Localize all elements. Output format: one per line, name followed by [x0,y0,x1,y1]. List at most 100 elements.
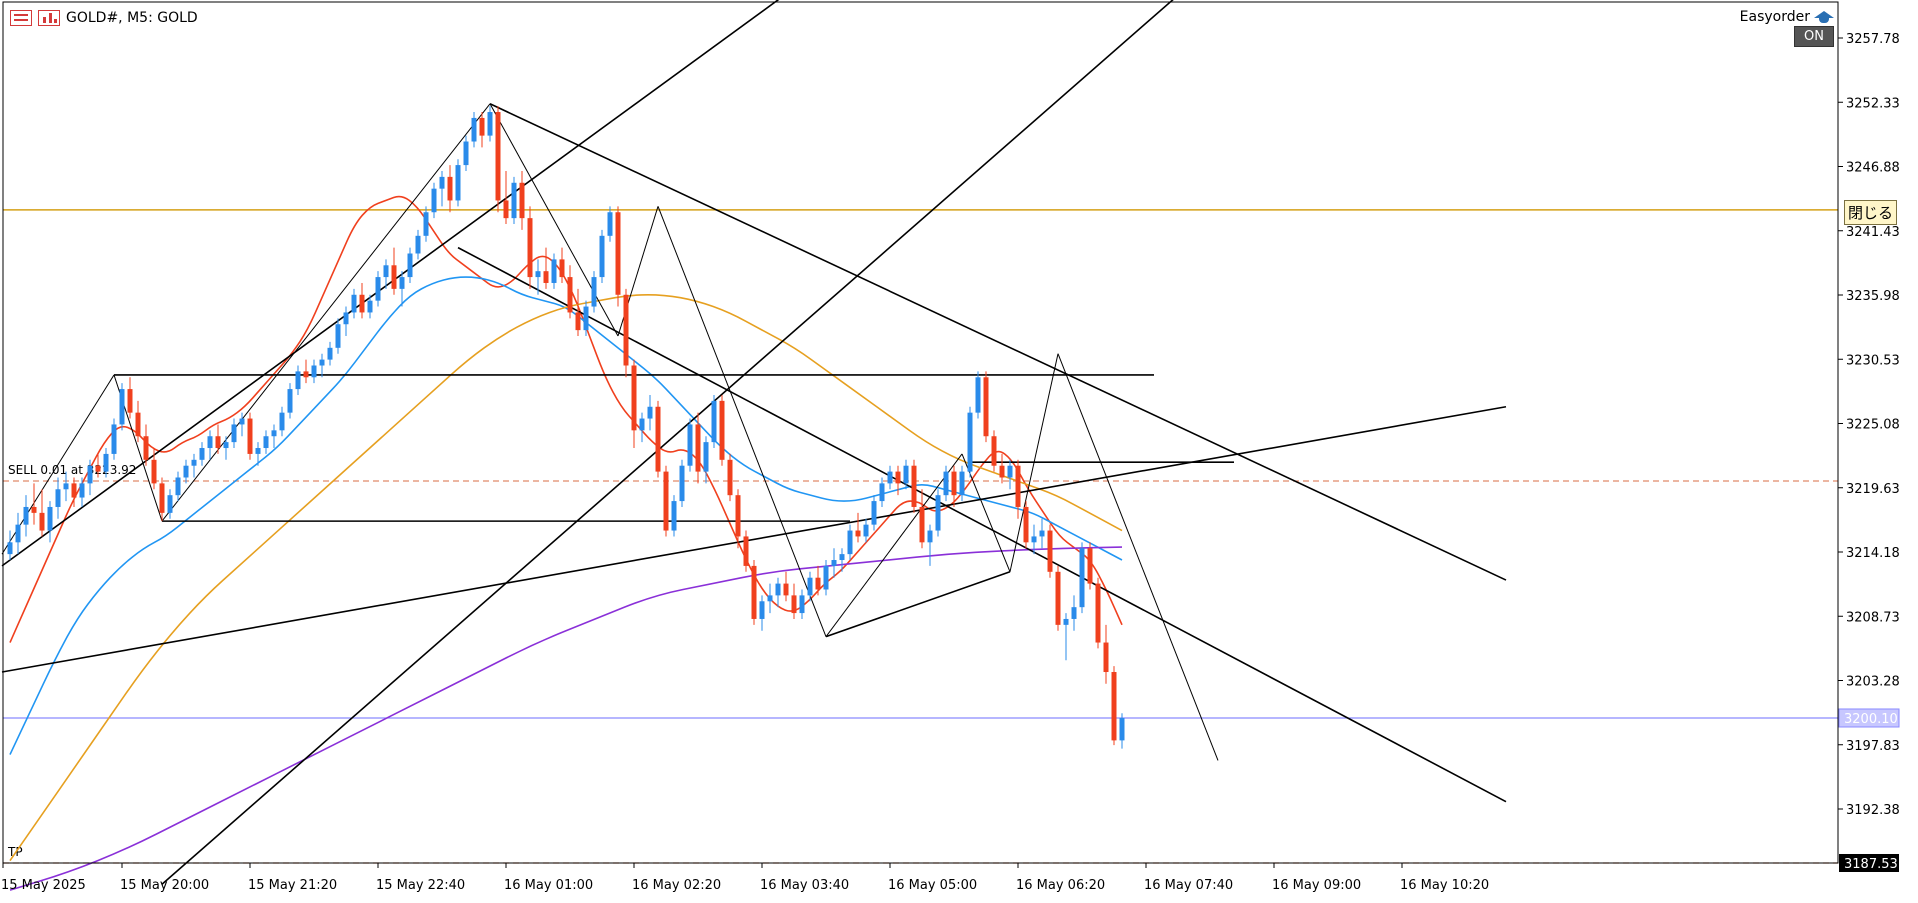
zigzag-segment[interactable] [1009,353,1059,572]
candle-bull [959,471,965,496]
candle-bull [167,495,173,513]
y-tick-label: 3225.08 [1846,418,1900,433]
candle-bull [703,442,709,472]
candle-bear [71,483,77,498]
candle-bull [767,595,773,602]
candle-bear [1095,583,1101,643]
candle-bull [23,506,29,525]
candle-bear [615,212,621,295]
wedge-line[interactable] [825,571,1011,638]
candle-bull [799,595,805,614]
candle-bull [1031,536,1037,543]
zigzag-segment[interactable] [657,206,827,637]
x-tick-label: 16 May 06:20 [1016,878,1105,893]
candle-bull [1119,717,1125,741]
candle-bear [1015,465,1021,507]
candle-bear [143,436,149,460]
channel-line-lower[interactable] [161,0,1186,885]
candle-bear [735,495,741,537]
zigzag-segment[interactable] [1,374,115,555]
candle-bear [559,259,565,278]
candle-bear [911,465,917,507]
down-channel-upper[interactable] [489,103,1507,581]
x-tick-label: 16 May 01:00 [504,878,593,893]
candle-bull [871,501,877,525]
candle-bear [159,483,165,513]
chart-type-icon[interactable] [38,10,60,26]
candle-bull [255,448,261,454]
channel-line-upper[interactable] [1,0,794,567]
on-button[interactable]: ON [1794,26,1834,47]
candle-bull [231,424,237,443]
candle-bull [335,324,341,348]
candle-bull [583,306,589,331]
candle-bear [303,371,309,378]
candle-bear [919,506,925,543]
candle-bear [543,271,549,283]
chart-header: GOLD#, M5: GOLD [10,8,198,28]
easyorder-label: Easyorder [1739,9,1810,25]
candle-bear [983,377,989,437]
candle-bear [127,389,133,413]
candle-bull [679,465,685,502]
y-tick-label: 3257.78 [1846,32,1900,47]
easyorder-panel[interactable]: Easyorder [1740,9,1834,25]
candle-bull [639,418,645,431]
candle-bull [927,530,933,543]
x-tick-label: 16 May 09:00 [1272,878,1361,893]
candle-bull [7,542,13,555]
candle-bull [399,277,405,289]
down-channel-lower[interactable] [457,246,1507,803]
x-tick-label: 16 May 10:20 [1400,878,1489,893]
candle-bull [647,406,653,419]
candle-bear [503,200,509,219]
candle-bear [855,530,861,537]
candle-bear [727,459,733,496]
candle-bear [31,506,37,513]
candle-bear [655,406,661,472]
candle-bull [671,501,677,531]
candle-bull [759,601,765,619]
candle-bull [119,389,125,425]
candle-bull [943,471,949,496]
candle-bull [431,188,437,213]
candle-bull [15,524,21,543]
candle-bear [663,471,669,531]
bid-price-tag-label: 3200.10 [1844,712,1898,727]
menu-icon[interactable] [10,10,32,26]
candle-bull [367,300,373,313]
candle-bear [1055,571,1061,625]
candle-bear [151,459,157,484]
candle-bull [975,377,981,413]
zigzag-segment[interactable] [1057,353,1219,761]
candle-bear [447,176,453,201]
zigzag-segment[interactable] [489,103,619,337]
candle-bull [175,477,181,496]
candle-bull [183,465,189,478]
ma-mid-line [9,276,1123,755]
candle-bull [839,554,845,561]
trendline-drawings[interactable] [1,0,1507,885]
candle-bear [135,412,141,437]
candle-bull [887,471,893,484]
candle-bear [479,117,485,136]
candle-bear [743,536,749,566]
zigzag-segment[interactable] [161,103,491,522]
y-tick-label: 3246.88 [1846,161,1900,176]
x-tick-label: 16 May 07:40 [1144,878,1233,893]
candle-bear [519,182,525,219]
candle-bull [471,117,477,142]
candle-bull [687,424,693,466]
candlesticks [7,106,1125,749]
candle-bull [55,489,61,507]
trend-line-rising[interactable] [1,405,1507,673]
candle-bear [991,436,997,466]
candle-bear [495,112,501,201]
candle-bull [63,483,69,490]
zigzag-segment[interactable] [825,453,963,637]
close-button[interactable]: 閉じる [1844,200,1898,225]
candle-bull [47,506,53,531]
x-tick-label: 15 May 2025 [1,878,86,893]
candle-bull [375,277,381,301]
